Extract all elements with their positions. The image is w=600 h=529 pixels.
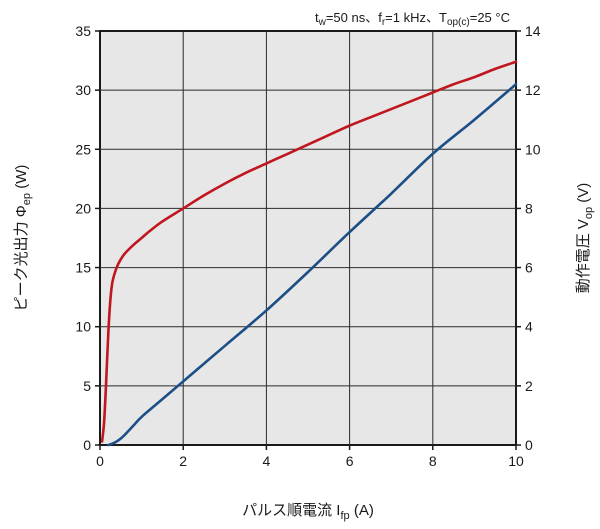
- y-left-tick-label: 15: [75, 260, 91, 276]
- x-axis-label: パルス順電流 Ifp (A): [242, 502, 374, 522]
- peak-optical-output-line: [100, 60, 518, 443]
- plot-area: [99, 30, 517, 446]
- x-tick-label: 8: [429, 453, 437, 469]
- x-tick-label: 4: [263, 453, 271, 469]
- y-right-tick-label: 6: [525, 260, 533, 276]
- y-right-tick-label: 0: [525, 437, 533, 453]
- y-right-tick-label: 8: [525, 200, 533, 216]
- y-left-tick-label: 10: [75, 319, 91, 335]
- y-left-tick-label: 25: [75, 141, 91, 157]
- y-right-axis-label: 動作電圧 Vop (V): [575, 183, 595, 294]
- y-left-tick-label: 35: [75, 23, 91, 39]
- gridlines: [100, 31, 516, 445]
- x-tick-label: 0: [96, 453, 104, 469]
- y-right-tick-label: 2: [525, 378, 533, 394]
- tick-marks: [95, 30, 521, 450]
- condition-text: tw=50 ns、fr=1 kHz、Top(c)=25 °C: [315, 10, 510, 28]
- y-left-tick-label: 5: [83, 378, 91, 394]
- y-left-axis-label: ピーク光出力 Φep (W): [13, 165, 33, 312]
- series-lines: [100, 60, 518, 447]
- y-right-tick-label: 4: [525, 319, 533, 335]
- operating-voltage-line: [107, 82, 518, 447]
- y-left-tick-label: 20: [75, 200, 91, 216]
- x-tick-label: 6: [346, 453, 354, 469]
- x-tick-label: 2: [179, 453, 187, 469]
- y-right-tick-label: 12: [525, 82, 541, 98]
- y-left-tick-label: 0: [83, 437, 91, 453]
- y-left-tick-label: 30: [75, 82, 91, 98]
- y-right-tick-label: 10: [525, 141, 541, 157]
- x-tick-label: 10: [508, 453, 524, 469]
- y-right-tick-label: 14: [525, 23, 541, 39]
